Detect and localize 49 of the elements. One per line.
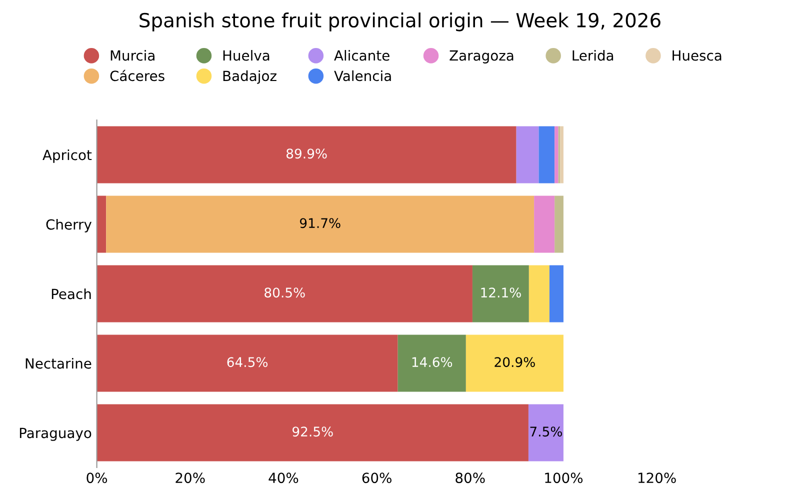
y-tick-label: Peach [52,288,91,300]
legend-label: Alicante [334,50,390,61]
x-tick-label: 120% [638,472,676,484]
data-label: 14.6% [412,357,452,368]
bar [96,196,106,253]
bar [106,196,534,253]
bar [96,334,398,392]
bar [398,334,466,392]
legend-label: Huesca [672,50,722,61]
data-label: 20.9% [494,357,535,368]
bar [538,126,555,184]
chart-title: Spanish stone fruit provincial origin — Week 19, 2026 [140,12,660,32]
data-label: 64.5% [227,357,268,368]
bar [96,404,528,462]
bar [96,265,472,322]
data-label: 12.1% [481,288,521,298]
bar [528,265,550,322]
bar [554,126,558,184]
data-label: 7.5% [530,426,562,437]
x-tick-label: 20% [176,472,205,484]
bar [549,265,564,322]
x-tick-label: 0% [86,472,108,484]
legend-label: Valencia [334,70,391,82]
bar [516,126,539,184]
bar [534,196,555,253]
y-tick-label: Paraguayo [20,428,92,441]
legend-label: Zaragoza [450,50,514,64]
y-tick-label: Apricot [42,149,92,163]
data-label: 89.9% [286,148,327,159]
x-tick-label: 100% [545,472,583,484]
x-tick-label: 80% [456,472,485,484]
data-label: 91.7% [300,218,340,228]
data-label: 80.5% [264,288,305,298]
bar [96,126,516,184]
bar [528,404,564,462]
x-tick-label: 60% [362,472,392,484]
y-tick-label: Cherry [46,218,92,232]
bar [466,334,564,392]
legend-label: Murcia [110,50,154,61]
x-tick-label: 40% [268,472,298,484]
bar [472,265,529,322]
legend-label: Huelva [223,50,270,61]
legend-label: Lerida [572,50,614,61]
legend-label: Cáceres [110,70,164,82]
data-label: 92.5% [292,426,333,437]
bar [554,196,564,253]
y-tick-label: Nectarine [26,358,92,369]
legend-label: Badajoz [223,70,276,84]
bar [560,126,564,184]
